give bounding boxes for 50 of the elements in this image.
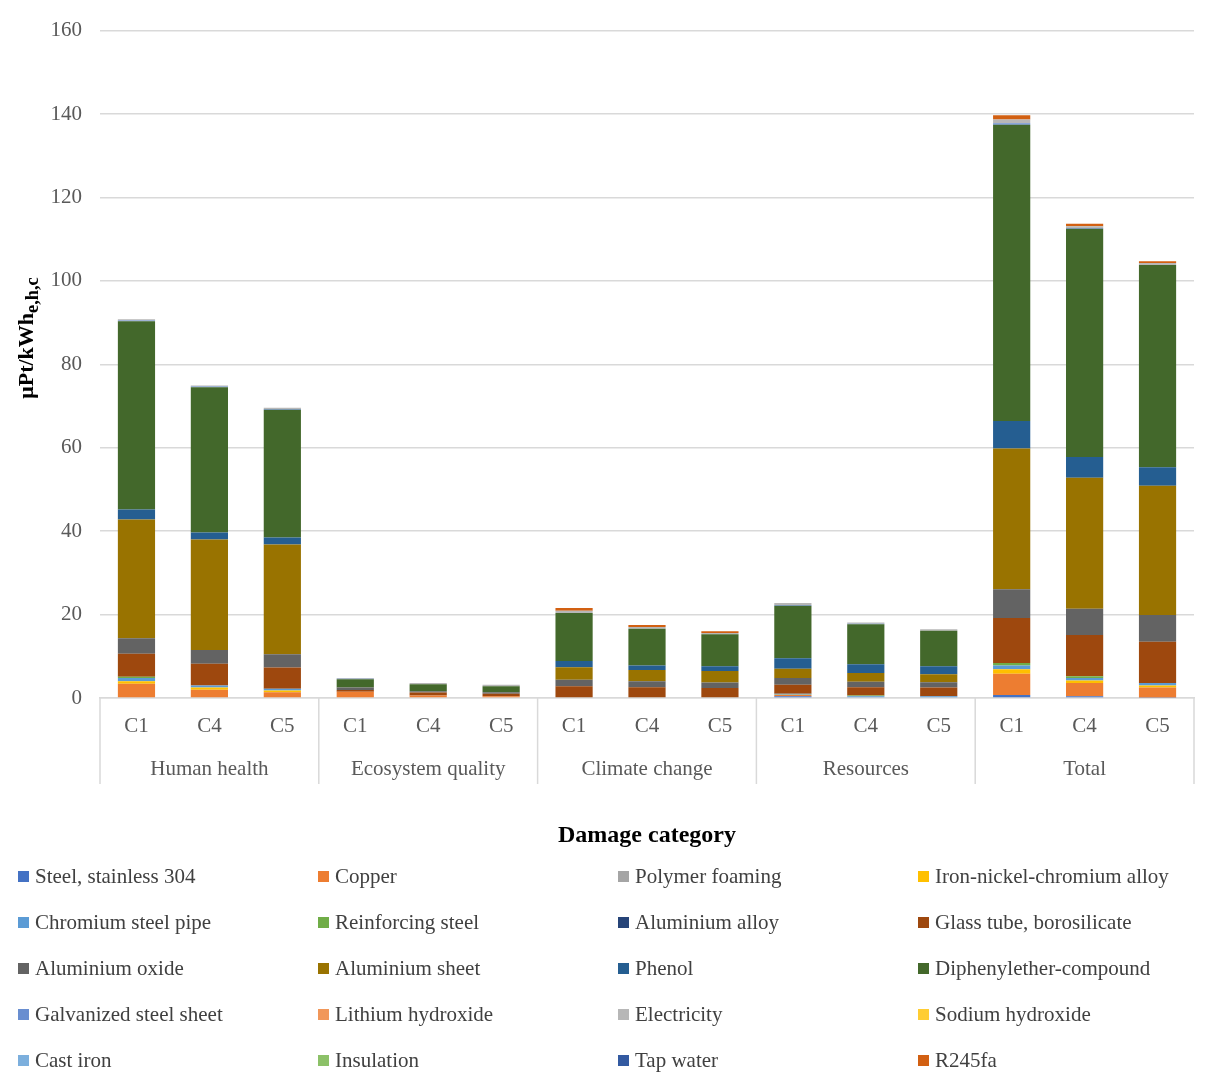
x-tick-label: C1 <box>343 713 368 738</box>
legend-label: Aluminium oxide <box>35 955 184 981</box>
legend-label: Insulation <box>335 1047 419 1073</box>
y-tick-label: 40 <box>61 517 82 542</box>
legend-label: Diphenylether-compound <box>935 955 1151 981</box>
x-tick-label: C1 <box>999 713 1024 738</box>
text: Resources <box>822 755 909 780</box>
legend-label: Sodium hydroxide <box>935 1001 1091 1027</box>
x-tick-label: C5 <box>926 713 951 738</box>
x-tick-label: C1 <box>124 713 149 738</box>
x-tick-label: C5 <box>1145 713 1170 738</box>
x-tick-label: C5 <box>488 713 514 738</box>
legend-label: Tap water <box>635 1047 719 1073</box>
legend-label: Aluminium alloy <box>635 909 780 935</box>
legend-label: Cast iron <box>35 1047 112 1073</box>
x-tick-label: C4 <box>853 713 879 738</box>
text: Human health <box>150 755 270 780</box>
y-tick-label: 0 <box>71 684 82 709</box>
y-tick-label: 140 <box>50 100 82 125</box>
y-tick-label: 20 <box>61 601 82 626</box>
x-axis-title: Damage category <box>558 820 736 847</box>
x-tick-label: C5 <box>707 713 733 738</box>
y-tick-label: 100 <box>50 267 82 292</box>
legend-label: Iron-nickel-chromium alloy <box>935 863 1169 889</box>
y-tick-label: 60 <box>61 434 82 459</box>
x-tick-label: C1 <box>780 713 806 738</box>
legend-label: Lithium hydroxide <box>335 1001 494 1027</box>
x-tick-label: C4 <box>197 713 223 738</box>
legend-label: Phenol <box>635 955 694 981</box>
y-tick-label: 120 <box>50 183 82 208</box>
text: Ecosystem quality <box>350 755 506 780</box>
x-tick-label: C4 <box>415 713 441 738</box>
legend-label: Glass tube, borosilicate <box>935 909 1132 935</box>
legend-label: Galvanized steel sheet <box>35 1001 223 1027</box>
x-tick-label: C5 <box>270 713 295 738</box>
legend-label: Steel, stainless 304 <box>35 863 196 889</box>
y-tick-label: 160 <box>50 17 82 42</box>
legend-label: Copper <box>335 863 397 889</box>
legend-label: Chromium steel pipe <box>35 909 212 935</box>
text: Climate change <box>581 755 713 780</box>
text: Total <box>1063 755 1107 780</box>
legend-label: Aluminium sheet <box>335 955 481 981</box>
x-tick-label: C1 <box>561 713 587 738</box>
y-tick-label: 80 <box>61 350 82 375</box>
x-tick-label: C4 <box>634 713 660 738</box>
legend-label: Polymer foaming <box>635 863 782 889</box>
legend-label: R245fa <box>935 1047 997 1073</box>
legend-label: Reinforcing steel <box>335 909 480 935</box>
legend-label: Electricity <box>635 1001 723 1027</box>
x-tick-label: C4 <box>1072 713 1098 738</box>
